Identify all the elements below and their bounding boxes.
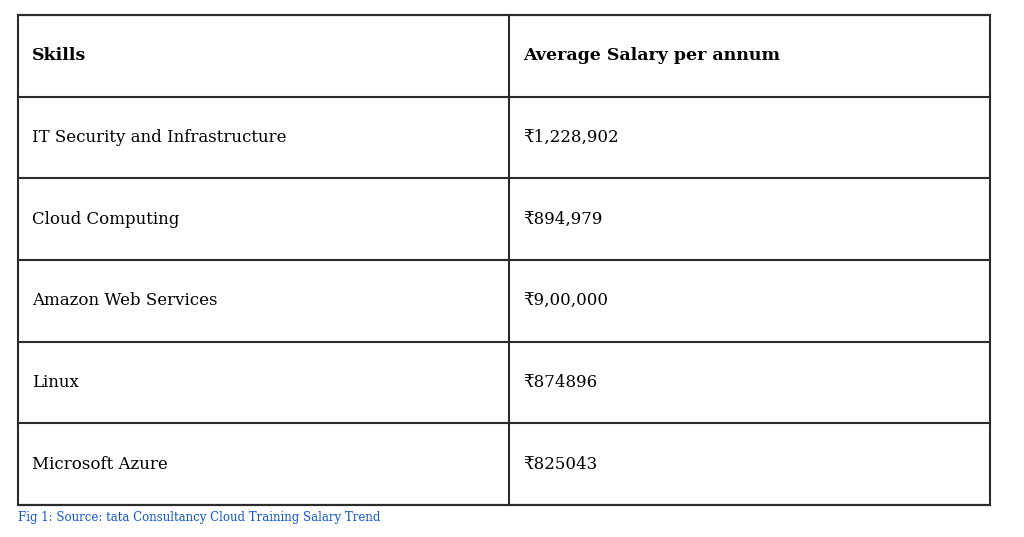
Text: Microsoft Azure: Microsoft Azure xyxy=(32,456,168,473)
Text: ₹9,00,000: ₹9,00,000 xyxy=(523,292,608,309)
Text: ₹825043: ₹825043 xyxy=(523,456,597,473)
Text: Cloud Computing: Cloud Computing xyxy=(32,211,179,228)
Text: IT Security and Infrastructure: IT Security and Infrastructure xyxy=(32,129,287,146)
Text: Linux: Linux xyxy=(32,374,79,391)
Text: ₹1,228,902: ₹1,228,902 xyxy=(523,129,618,146)
Text: ₹894,979: ₹894,979 xyxy=(523,211,602,228)
Text: Skills: Skills xyxy=(32,47,86,64)
Text: Fig 1: Source: tata Consultancy Cloud Training Salary Trend: Fig 1: Source: tata Consultancy Cloud Tr… xyxy=(18,512,380,525)
Text: Average Salary per annum: Average Salary per annum xyxy=(523,47,780,64)
Text: ₹874896: ₹874896 xyxy=(523,374,597,391)
Text: Amazon Web Services: Amazon Web Services xyxy=(32,292,217,309)
